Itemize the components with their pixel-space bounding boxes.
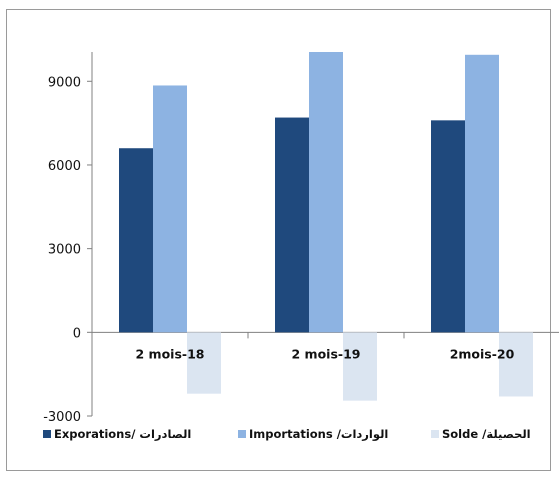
y-tick-label: 3000 — [48, 243, 81, 258]
bar-imports — [465, 54, 499, 333]
bar-exports — [275, 117, 309, 333]
legend-swatch — [431, 430, 439, 438]
legend-label: Solde /الحصيلة — [442, 427, 531, 441]
category-label: 2 mois-19 — [292, 346, 361, 361]
category-label: 2mois-20 — [450, 346, 515, 361]
y-tick-label: 6000 — [48, 159, 81, 174]
bar-imports — [153, 85, 187, 333]
y-tick-label: -3000 — [43, 410, 81, 425]
y-tick-label: 9000 — [48, 75, 81, 90]
bar-imports — [309, 52, 343, 333]
legend-swatch — [238, 430, 246, 438]
y-ticks: -3000 0 3000 6000 9000 — [43, 75, 92, 425]
bar-balance — [187, 332, 221, 394]
y-tick-label: 0 — [73, 326, 81, 341]
legend-swatch — [43, 430, 51, 438]
bar-exports — [431, 120, 465, 333]
bar-balance — [499, 332, 533, 397]
legend: Exporations/ الصادرات Importations /الوار… — [43, 427, 531, 442]
bars — [91, 52, 533, 401]
bar-exports — [119, 148, 153, 333]
legend-label: Exporations/ الصادرات — [54, 427, 191, 441]
bar-balance — [343, 332, 377, 401]
legend-label: Importations /الواردات — [249, 427, 388, 442]
category-label: 2 mois-18 — [136, 346, 205, 361]
category-labels: 2 mois-18 2 mois-19 2mois-20 — [136, 346, 515, 361]
